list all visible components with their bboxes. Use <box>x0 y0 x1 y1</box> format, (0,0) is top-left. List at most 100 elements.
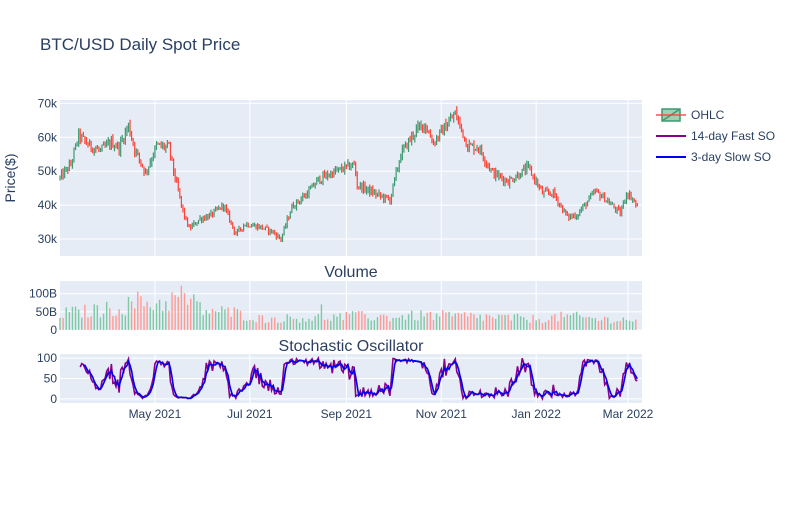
candle <box>293 202 294 209</box>
volume-bar <box>427 313 428 330</box>
volume-bar <box>467 317 468 330</box>
candle <box>596 188 597 192</box>
candle <box>582 204 583 211</box>
candle <box>195 222 196 225</box>
candle <box>621 205 622 216</box>
y-tick-label: 70k <box>38 96 58 110</box>
candle <box>571 213 572 219</box>
candle <box>227 208 228 215</box>
candle <box>590 193 591 200</box>
y-tick-label: 30k <box>38 232 58 246</box>
volume-bar <box>361 311 362 330</box>
candle <box>517 171 518 178</box>
candle <box>417 120 418 133</box>
volume-bar <box>514 314 515 330</box>
candle <box>408 138 409 152</box>
candle <box>94 148 95 156</box>
candle <box>182 205 183 213</box>
candle <box>459 117 460 129</box>
candle <box>540 185 541 189</box>
candle <box>427 125 428 133</box>
candle <box>181 196 182 208</box>
candle <box>162 142 163 150</box>
candle <box>475 149 476 151</box>
candle <box>574 212 575 219</box>
candle <box>187 217 188 227</box>
candle <box>385 194 386 203</box>
candle <box>140 160 141 167</box>
candle <box>176 177 177 183</box>
candle <box>456 106 457 120</box>
candle <box>637 203 638 206</box>
candle <box>416 124 417 137</box>
candle <box>382 194 383 198</box>
candle <box>308 186 309 198</box>
candle <box>122 135 123 142</box>
candle <box>598 189 599 193</box>
candle <box>73 147 74 162</box>
volume-bar <box>134 308 135 330</box>
candle <box>478 147 479 153</box>
volume-bar <box>473 314 474 330</box>
candle <box>481 144 482 155</box>
candle <box>425 123 426 134</box>
candle <box>357 171 358 189</box>
volume-bar <box>570 315 571 330</box>
candle <box>77 141 78 146</box>
candle <box>241 229 242 232</box>
candle <box>232 222 233 229</box>
volume-bar <box>383 315 384 330</box>
candle <box>86 137 87 145</box>
candle <box>321 181 322 184</box>
volume-bar <box>430 312 431 330</box>
volume-bar <box>224 309 225 330</box>
candle <box>403 144 404 153</box>
candle <box>288 216 289 220</box>
candle <box>635 200 636 208</box>
candle <box>537 178 538 187</box>
candle <box>383 193 384 203</box>
candle <box>366 186 367 195</box>
candle <box>311 183 312 187</box>
candle <box>226 204 227 213</box>
candle <box>450 113 451 122</box>
volume-bar <box>613 322 614 330</box>
volume-bar <box>209 314 210 330</box>
candle <box>129 120 130 137</box>
candle <box>212 212 213 218</box>
volume-bar <box>277 323 278 330</box>
candle <box>72 159 73 169</box>
candle <box>389 197 390 204</box>
candle <box>609 198 610 204</box>
volume-bar <box>330 321 331 330</box>
volume-bar <box>635 320 636 330</box>
candle <box>613 203 614 208</box>
candle <box>131 131 132 141</box>
candle <box>319 175 320 184</box>
volume-bar <box>94 304 95 330</box>
candle <box>490 168 491 173</box>
volume-bar <box>380 315 381 330</box>
volume-bar <box>433 320 434 330</box>
volume-bar <box>551 316 552 330</box>
candle <box>171 156 172 161</box>
x-tick-label: Jul 2021 <box>227 407 273 421</box>
candle <box>392 183 393 197</box>
volume-bar <box>202 315 203 330</box>
candle <box>294 205 295 209</box>
candle <box>156 141 157 150</box>
candle <box>553 189 554 198</box>
volume-bar <box>520 316 521 330</box>
candle <box>557 196 558 206</box>
candle <box>89 139 90 145</box>
candle <box>260 226 261 230</box>
candle <box>473 140 474 155</box>
candle <box>249 226 250 227</box>
volume-bar <box>109 308 110 330</box>
candle <box>391 194 392 205</box>
candle <box>61 169 62 179</box>
volume-bar <box>118 309 119 330</box>
volume-bar <box>115 316 116 330</box>
volume-bar <box>395 318 396 330</box>
candle <box>467 144 468 152</box>
